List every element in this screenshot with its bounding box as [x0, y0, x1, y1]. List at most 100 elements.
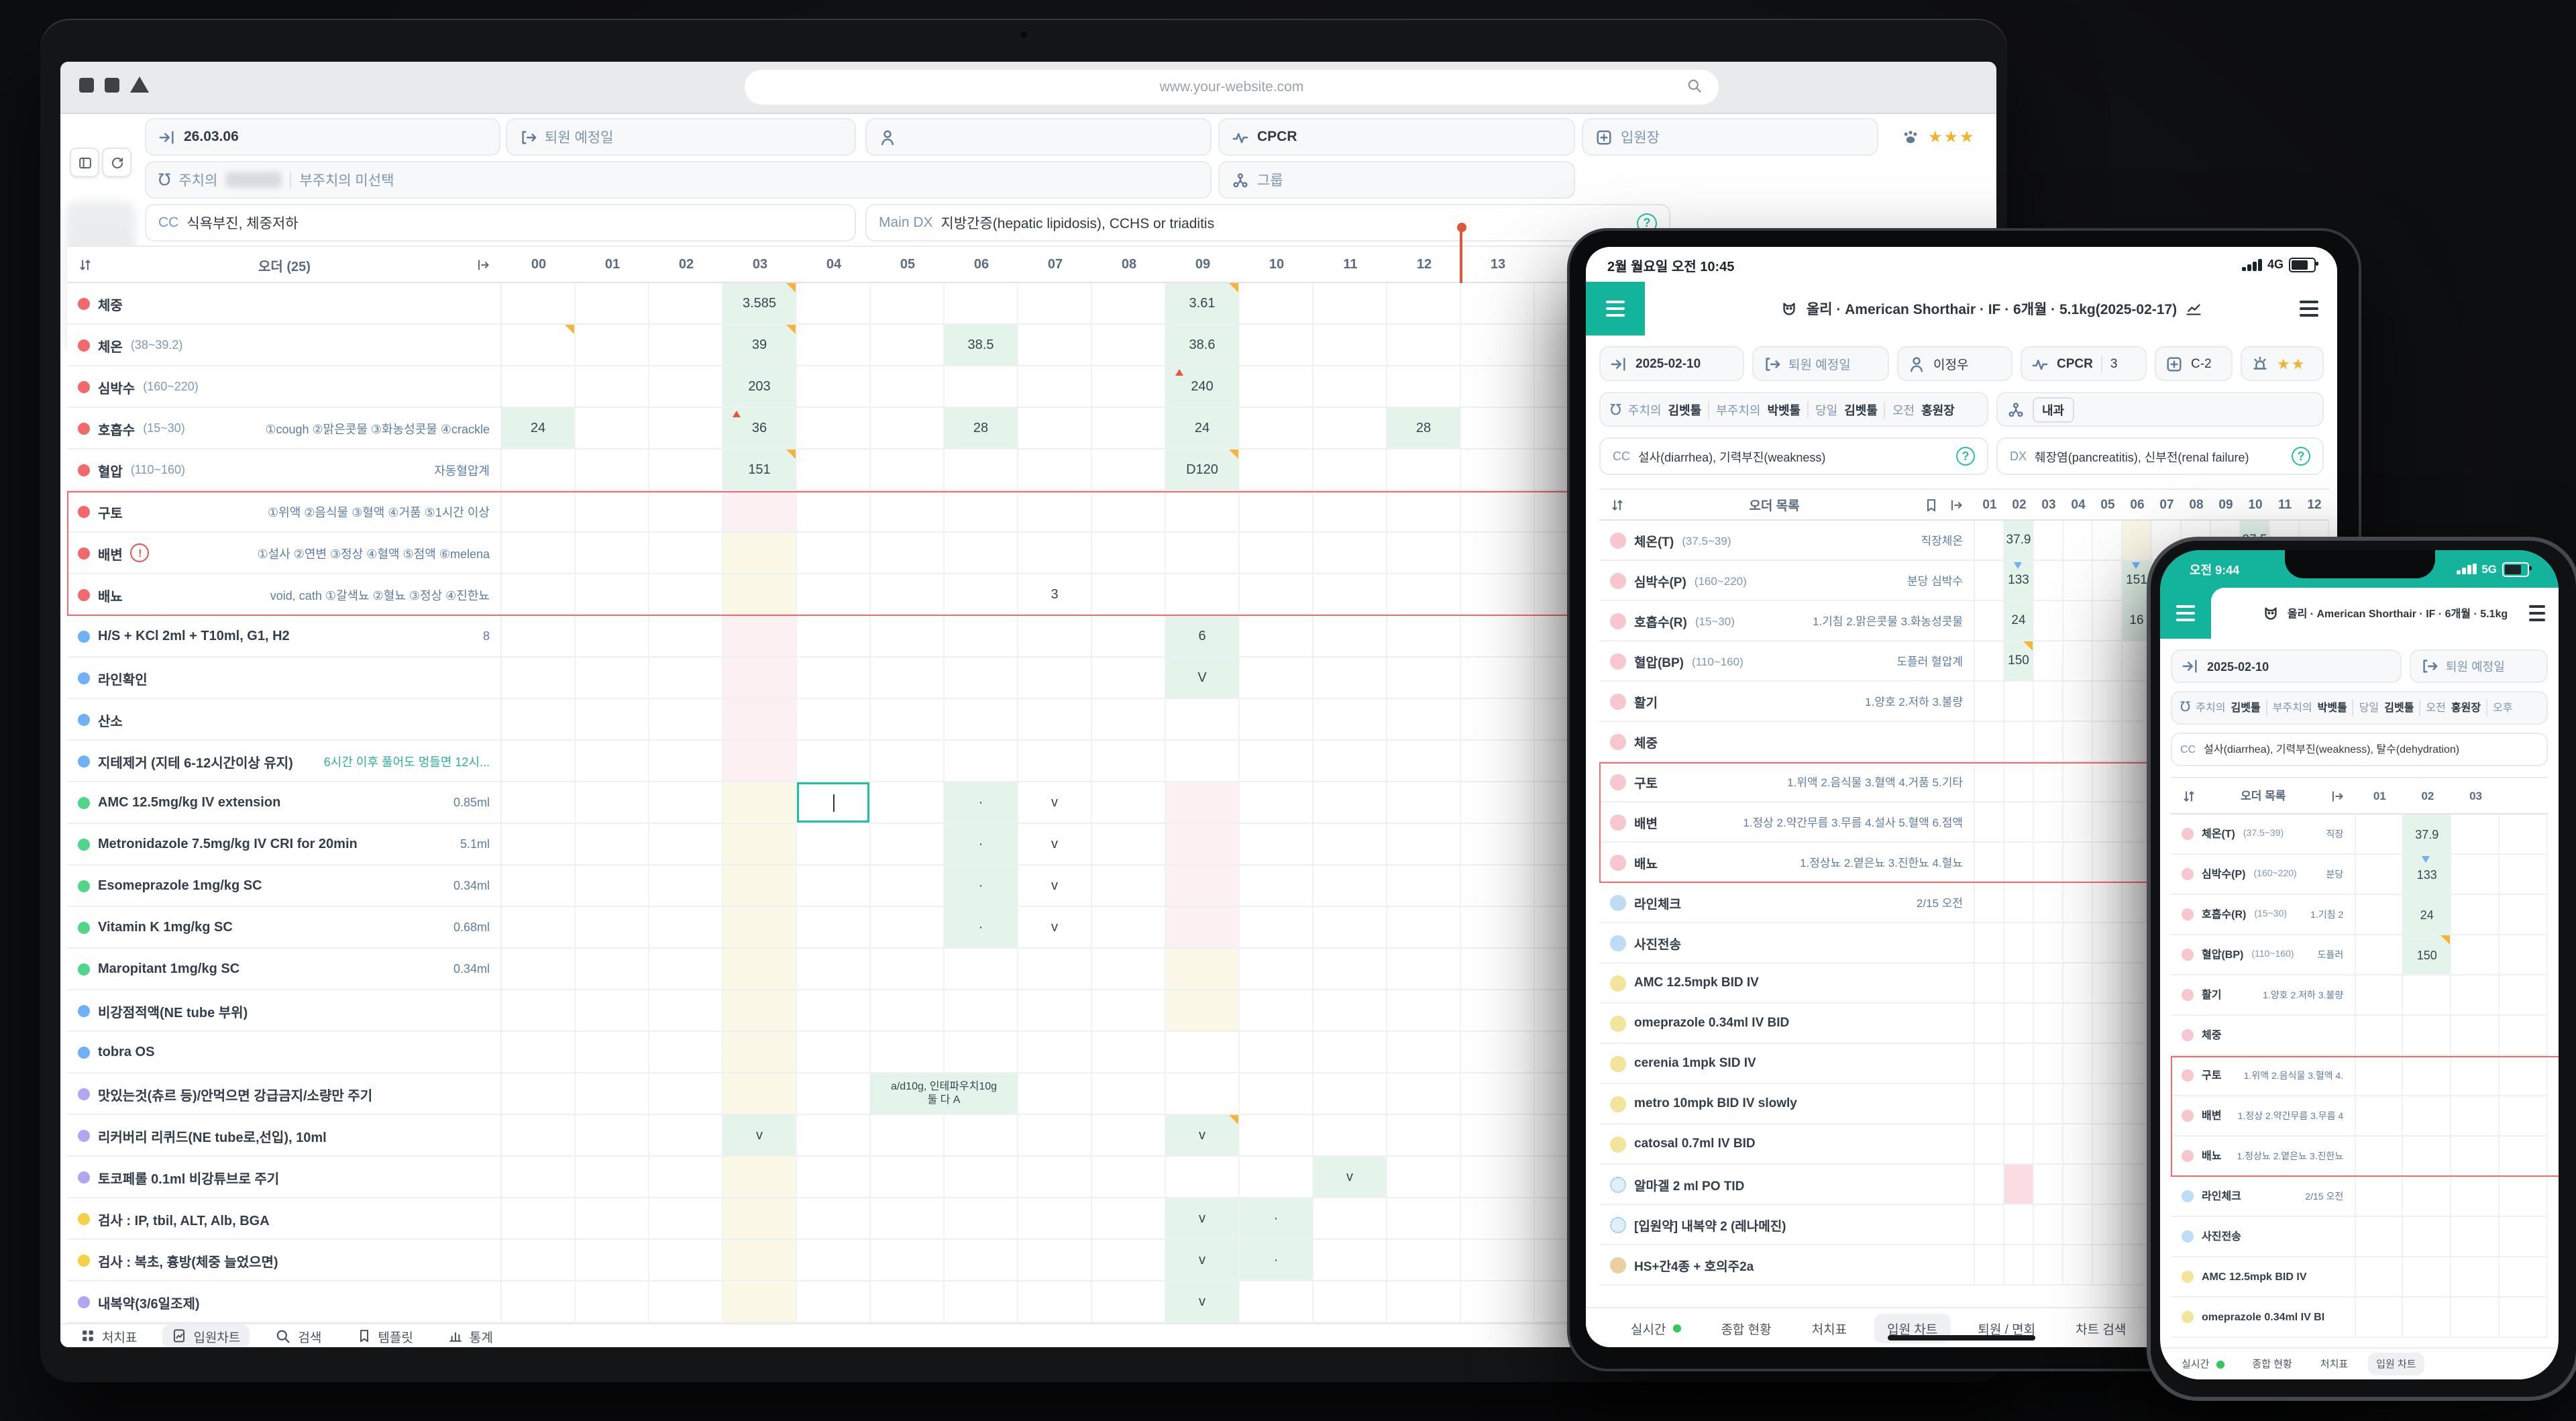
grid-cell[interactable]: [1387, 741, 1461, 781]
grid-cell[interactable]: [2355, 1257, 2404, 1296]
grid-cell[interactable]: [2004, 1124, 2034, 1163]
grid-cell[interactable]: [2452, 855, 2500, 894]
grid-cell[interactable]: [1092, 283, 1166, 323]
grid-cell[interactable]: [945, 699, 1018, 739]
grid-cell[interactable]: [1018, 1115, 1092, 1155]
grid-cell[interactable]: [1018, 699, 1092, 739]
grid-cell[interactable]: [1975, 963, 2004, 1002]
grid-cell[interactable]: [2452, 1096, 2500, 1135]
grid-cell[interactable]: [1018, 741, 1092, 781]
grid-cell[interactable]: [649, 1157, 723, 1197]
grid-cell[interactable]: [723, 491, 797, 531]
grid-cell[interactable]: [2004, 1245, 2034, 1284]
grid-cell[interactable]: [2063, 1205, 2093, 1244]
grid-cell[interactable]: [2452, 976, 2500, 1014]
grid-cell[interactable]: [797, 616, 871, 656]
grid-cell[interactable]: [797, 1115, 871, 1155]
group-field[interactable]: 그룹: [1218, 161, 1575, 199]
grid-cell[interactable]: [2063, 802, 2093, 841]
time-column-header[interactable]: 01: [1982, 497, 1997, 512]
grid-cell[interactable]: [2500, 1137, 2548, 1175]
grid-cell[interactable]: [2004, 883, 2034, 922]
grid-cell[interactable]: [576, 949, 649, 989]
grid-cell[interactable]: [1313, 366, 1387, 407]
grid-cell[interactable]: [1975, 1124, 2004, 1163]
grid-cell[interactable]: [1313, 1032, 1387, 1072]
refresh-button[interactable]: [102, 148, 131, 177]
grid-cell[interactable]: [945, 1281, 1018, 1322]
order-row[interactable]: 내복약(3/6일조제) v: [67, 1281, 1984, 1323]
grid-cell[interactable]: [1240, 450, 1313, 490]
grid-cell[interactable]: [2355, 1056, 2404, 1095]
grid-cell[interactable]: [1166, 865, 1240, 906]
grid-cell[interactable]: V: [1166, 657, 1240, 698]
grid-cell[interactable]: [945, 949, 1018, 989]
grid-cell[interactable]: [2500, 1056, 2548, 1095]
grid-cell[interactable]: [2093, 1004, 2123, 1043]
order-row[interactable]: 체온(T) (37.5~39) 직장 37.9: [2171, 814, 2548, 855]
grid-cell[interactable]: [2063, 1165, 2093, 1204]
grid-cell[interactable]: [1975, 923, 2004, 962]
grid-cell[interactable]: [871, 699, 945, 739]
time-column-header[interactable]: 08: [2189, 497, 2204, 512]
grid-cell[interactable]: [1092, 450, 1166, 490]
grid-cell[interactable]: [2355, 1016, 2404, 1055]
grid-cell[interactable]: [1461, 491, 1535, 531]
grid-cell[interactable]: [2404, 1056, 2452, 1095]
grid-cell[interactable]: 24: [502, 408, 576, 448]
grid-cell[interactable]: [502, 990, 576, 1031]
grid-cell[interactable]: [502, 1032, 576, 1072]
grid-cell[interactable]: [649, 491, 723, 531]
cpcr-field[interactable]: CPCR: [1218, 118, 1575, 156]
grid-cell[interactable]: [576, 990, 649, 1031]
grid-cell[interactable]: [2034, 843, 2063, 882]
grid-cell[interactable]: [1387, 949, 1461, 989]
grid-cell[interactable]: [871, 1240, 945, 1280]
grid-cell[interactable]: [723, 865, 797, 906]
grid-cell[interactable]: [2063, 561, 2093, 600]
grid-cell[interactable]: [649, 1115, 723, 1155]
grid-cell[interactable]: [797, 865, 871, 906]
grid-cell[interactable]: 133: [2004, 561, 2034, 600]
star-rating[interactable]: ★★: [2277, 356, 2306, 372]
grid-cell[interactable]: [1166, 824, 1240, 864]
grid-cell[interactable]: [502, 1157, 576, 1197]
grid-cell[interactable]: [1240, 325, 1313, 365]
grid-cell[interactable]: [945, 741, 1018, 781]
chart-trend-icon[interactable]: [2185, 301, 2201, 317]
grid-cell[interactable]: [1240, 1157, 1313, 1197]
grid-cell[interactable]: [797, 408, 871, 448]
grid-cell[interactable]: [1240, 283, 1313, 323]
favorite-field[interactable]: ★★: [2241, 346, 2324, 381]
grid-cell[interactable]: [723, 741, 797, 781]
grid-cell[interactable]: [2004, 682, 2034, 721]
grid-cell[interactable]: [723, 907, 797, 947]
grid-cell[interactable]: [2093, 923, 2123, 962]
grid-cell[interactable]: [2004, 1205, 2034, 1244]
grid-cell[interactable]: [1461, 1281, 1535, 1322]
grid-cell[interactable]: [649, 366, 723, 407]
grid-cell[interactable]: [1461, 1240, 1535, 1280]
grid-cell[interactable]: [2034, 963, 2063, 1002]
grid-cell[interactable]: [2093, 1124, 2123, 1163]
grid-cell[interactable]: [1313, 699, 1387, 739]
grid-cell[interactable]: [2452, 1177, 2500, 1216]
grid-cell[interactable]: [2500, 935, 2548, 974]
grid-cell[interactable]: [1387, 450, 1461, 490]
grid-cell[interactable]: [871, 574, 945, 615]
favorite-field[interactable]: ★★★: [1889, 118, 1986, 156]
grid-cell[interactable]: [2404, 1298, 2452, 1336]
grid-cell[interactable]: [1975, 1245, 2004, 1284]
grid-cell[interactable]: [1313, 824, 1387, 864]
grid-cell[interactable]: [1166, 907, 1240, 947]
grid-cell[interactable]: [649, 1032, 723, 1072]
more-menu-icon[interactable]: [2300, 301, 2318, 317]
grid-cell[interactable]: [723, 782, 797, 823]
grid-cell[interactable]: 3.585: [723, 283, 797, 323]
grid-cell[interactable]: [1240, 907, 1313, 947]
grid-cell[interactable]: [1461, 408, 1535, 448]
grid-cell[interactable]: [2500, 1096, 2548, 1135]
grid-cell[interactable]: [2034, 561, 2063, 600]
grid-cell[interactable]: [1387, 865, 1461, 906]
grid-cell[interactable]: [1092, 616, 1166, 656]
